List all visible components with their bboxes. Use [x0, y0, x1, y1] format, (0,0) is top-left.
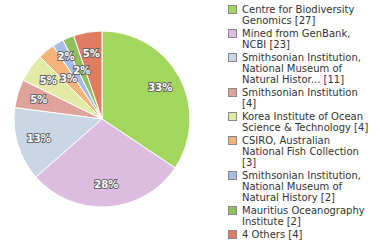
svg-text:28%: 28%: [94, 179, 118, 190]
svg-text:33%: 33%: [148, 82, 172, 93]
html-text:Mined from GenBank, NCBI [23]: Mined from GenBank, NCBI [23]: [242, 28, 351, 50]
html-text:Smithsonian Institution, Natio: Smithsonian Institution, National Museum…: [242, 52, 361, 85]
svg-text:2%: 2%: [57, 51, 74, 62]
svg-text:5%: 5%: [40, 75, 57, 86]
svg-text:13%: 13%: [27, 133, 51, 144]
svg-text:2%: 2%: [73, 65, 90, 76]
html-text:Korea Institute of Ocean Scien: Korea Institute of Ocean Science & Techn…: [242, 111, 369, 133]
html-text:4 Others [4]: 4 Others [4]: [242, 229, 303, 240]
svg-text:3%: 3%: [60, 72, 77, 84]
html-text:CSIRO, Australian National Fis: CSIRO, Australian National Fish Collecti…: [242, 135, 359, 168]
html-text:Mauritius Oceanography Institu: Mauritius Oceanography Institute [2]: [242, 205, 365, 227]
svg-text:5%: 5%: [83, 48, 100, 59]
svg-text:5%: 5%: [30, 94, 47, 105]
html-text:Centre for Biodiversity Genomi: Centre for Biodiversity Genomics [27]: [242, 4, 355, 26]
html-text:Smithsonian Institution [4]: Smithsonian Institution [4]: [242, 87, 358, 109]
html-text:Smithsonian Institution, Natio: Smithsonian Institution, National Museum…: [242, 170, 361, 203]
